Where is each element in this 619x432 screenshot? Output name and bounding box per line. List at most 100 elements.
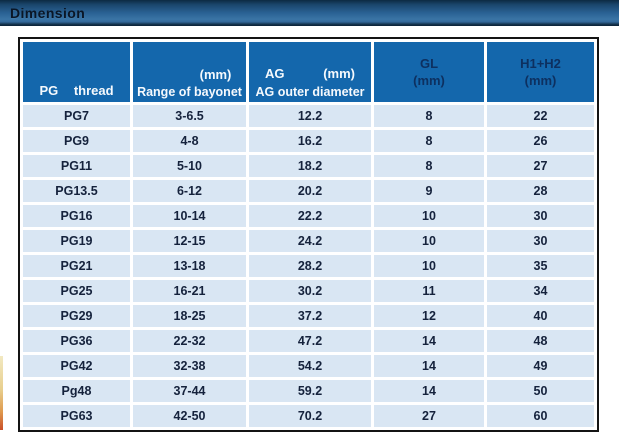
table-row: PG36 22-32 47.2 14 48 <box>23 330 594 352</box>
cell-h1h2: 34 <box>487 280 594 302</box>
header-h1h2-label: H1+H2 <box>520 56 561 71</box>
header-gl-label: GL <box>419 56 439 71</box>
cell-ag-outer-diameter: 24.2 <box>249 230 371 252</box>
cell-pg-thread: PG11 <box>23 155 130 177</box>
header-gl: GL (mm) <box>374 42 484 102</box>
table-row: PG13.5 6-12 20.2 9 28 <box>23 180 594 202</box>
header-ag-label: AG outer diameter <box>255 85 365 99</box>
cell-ag-outer-diameter: 47.2 <box>249 330 371 352</box>
cell-gl: 27 <box>374 405 484 427</box>
cell-pg-thread: PG19 <box>23 230 130 252</box>
header-ag-unit: (mm) <box>323 66 355 81</box>
cell-pg-thread: PG16 <box>23 205 130 227</box>
cell-range-of-bayonet: 3-6.5 <box>133 105 246 127</box>
header-range-of-bayonet: (mm) Range of bayonet <box>133 42 246 102</box>
cell-ag-outer-diameter: 37.2 <box>249 305 371 327</box>
cell-h1h2: 30 <box>487 205 594 227</box>
cell-pg-thread: PG42 <box>23 355 130 377</box>
cell-pg-thread: PG13.5 <box>23 180 130 202</box>
cell-ag-outer-diameter: 18.2 <box>249 155 371 177</box>
cell-gl: 11 <box>374 280 484 302</box>
cell-ag-outer-diameter: 12.2 <box>249 105 371 127</box>
table-row: PG16 10-14 22.2 10 30 <box>23 205 594 227</box>
cell-gl: 12 <box>374 305 484 327</box>
header-h1h2: H1+H2 (mm) <box>487 42 594 102</box>
cell-range-of-bayonet: 4-8 <box>133 130 246 152</box>
cell-gl: 14 <box>374 355 484 377</box>
cell-h1h2: 50 <box>487 380 594 402</box>
cell-gl: 10 <box>374 230 484 252</box>
cell-range-of-bayonet: 13-18 <box>133 255 246 277</box>
table-row: Pg48 37-44 59.2 14 50 <box>23 380 594 402</box>
header-gl-unit: (mm) <box>413 73 445 88</box>
table-row: PG25 16-21 30.2 11 34 <box>23 280 594 302</box>
table-row: PG63 42-50 70.2 27 60 <box>23 405 594 427</box>
cell-range-of-bayonet: 18-25 <box>133 305 246 327</box>
cell-h1h2: 48 <box>487 330 594 352</box>
table-header: PG thread (mm) Range of bayonet AG (mm) <box>23 42 594 102</box>
cell-ag-outer-diameter: 28.2 <box>249 255 371 277</box>
cell-range-of-bayonet: 37-44 <box>133 380 246 402</box>
cell-h1h2: 26 <box>487 130 594 152</box>
cell-pg-thread: PG36 <box>23 330 130 352</box>
cell-pg-thread: PG29 <box>23 305 130 327</box>
cell-range-of-bayonet: 32-38 <box>133 355 246 377</box>
cell-gl: 10 <box>374 255 484 277</box>
cell-range-of-bayonet: 12-15 <box>133 230 246 252</box>
header-range-unit: (mm) <box>199 67 232 82</box>
header-row: PG thread (mm) Range of bayonet AG (mm) <box>23 42 594 102</box>
page-title: Dimension <box>10 5 86 21</box>
cell-range-of-bayonet: 6-12 <box>133 180 246 202</box>
cell-h1h2: 22 <box>487 105 594 127</box>
cell-ag-outer-diameter: 59.2 <box>249 380 371 402</box>
photo-edge-artifact <box>0 356 3 430</box>
cell-range-of-bayonet: 16-21 <box>133 280 246 302</box>
cell-pg-thread: PG63 <box>23 405 130 427</box>
cell-range-of-bayonet: 10-14 <box>133 205 246 227</box>
cell-h1h2: 49 <box>487 355 594 377</box>
table-body: PG7 3-6.5 12.2 8 22 PG9 4-8 16.2 8 26 PG11 5-10 18.2… <box>23 105 594 427</box>
cell-pg-thread: PG25 <box>23 280 130 302</box>
cell-gl: 8 <box>374 105 484 127</box>
header-range-label: Range of bayonet <box>137 85 242 99</box>
cell-gl: 14 <box>374 380 484 402</box>
cell-h1h2: 27 <box>487 155 594 177</box>
header-pg-thread: PG thread <box>23 42 130 102</box>
table-row: PG9 4-8 16.2 8 26 <box>23 130 594 152</box>
cell-h1h2: 40 <box>487 305 594 327</box>
cell-gl: 8 <box>374 130 484 152</box>
dimension-table: PG thread (mm) Range of bayonet AG (mm) <box>18 37 599 432</box>
cell-ag-outer-diameter: 54.2 <box>249 355 371 377</box>
header-pg-thread-label: PG thread <box>39 83 114 98</box>
cell-ag-outer-diameter: 70.2 <box>249 405 371 427</box>
cell-h1h2: 60 <box>487 405 594 427</box>
cell-gl: 9 <box>374 180 484 202</box>
cell-range-of-bayonet: 5-10 <box>133 155 246 177</box>
cell-h1h2: 28 <box>487 180 594 202</box>
cell-pg-thread: PG7 <box>23 105 130 127</box>
cell-h1h2: 35 <box>487 255 594 277</box>
table-row: PG21 13-18 28.2 10 35 <box>23 255 594 277</box>
cell-gl: 10 <box>374 205 484 227</box>
table-row: PG11 5-10 18.2 8 27 <box>23 155 594 177</box>
cell-pg-thread: Pg48 <box>23 380 130 402</box>
cell-gl: 14 <box>374 330 484 352</box>
header-ag-abbrev: AG <box>265 66 285 81</box>
cell-h1h2: 30 <box>487 230 594 252</box>
table-row: PG42 32-38 54.2 14 49 <box>23 355 594 377</box>
cell-range-of-bayonet: 22-32 <box>133 330 246 352</box>
title-bar: Dimension <box>0 0 619 26</box>
table-row: PG29 18-25 37.2 12 40 <box>23 305 594 327</box>
cell-gl: 8 <box>374 155 484 177</box>
cell-range-of-bayonet: 42-50 <box>133 405 246 427</box>
table-row: PG7 3-6.5 12.2 8 22 <box>23 105 594 127</box>
cell-ag-outer-diameter: 20.2 <box>249 180 371 202</box>
cell-pg-thread: PG9 <box>23 130 130 152</box>
header-ag-outer-diameter: AG (mm) AG outer diameter <box>249 42 371 102</box>
cell-ag-outer-diameter: 16.2 <box>249 130 371 152</box>
cell-pg-thread: PG21 <box>23 255 130 277</box>
table-row: PG19 12-15 24.2 10 30 <box>23 230 594 252</box>
cell-ag-outer-diameter: 22.2 <box>249 205 371 227</box>
cell-ag-outer-diameter: 30.2 <box>249 280 371 302</box>
header-h1h2-unit: (mm) <box>524 73 557 88</box>
